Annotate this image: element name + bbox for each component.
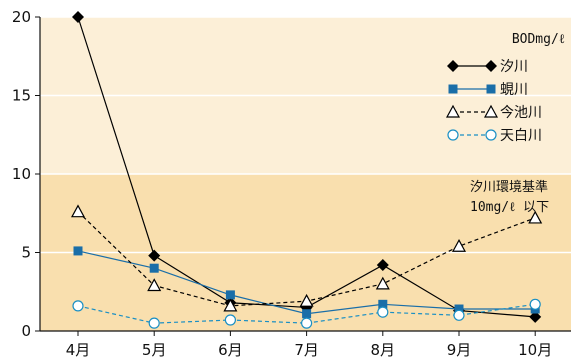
- data-point: [451, 238, 467, 252]
- legend-item: 汐川: [447, 59, 528, 75]
- x-tick-label: 4月: [66, 341, 91, 358]
- legend-marker: [448, 84, 458, 94]
- series-3: [72, 298, 541, 329]
- x-tick-label: 9月: [447, 341, 472, 358]
- data-point: [529, 310, 542, 323]
- legend-marker: [447, 129, 459, 141]
- legend-marker: [447, 60, 459, 72]
- legend-marker: [486, 84, 496, 94]
- legend-marker: [485, 60, 497, 72]
- data-point: [454, 304, 464, 314]
- unit-label: BODmg/ℓ: [512, 32, 565, 47]
- standard-annotation-line1: 汐川環境基準: [470, 179, 548, 195]
- data-point: [375, 276, 390, 290]
- data-point: [528, 210, 543, 224]
- data-point: [377, 306, 389, 318]
- y-tick-label: 5: [21, 244, 31, 262]
- legend-item: 蜆川: [448, 82, 528, 98]
- data-point: [224, 314, 236, 326]
- y-tick-label: 15: [12, 87, 31, 105]
- data-point: [299, 293, 314, 307]
- x-tick-label: 6月: [218, 341, 243, 358]
- x-tick-label: 5月: [142, 341, 167, 358]
- data-point: [70, 204, 86, 218]
- data-point: [147, 278, 162, 292]
- x-axis-ticks: 4月 5月 6月 7月 8月 9月 10月: [66, 331, 552, 358]
- data-point: [148, 249, 161, 262]
- standard-annotation-line2: 10mg/ℓ 以下: [470, 200, 549, 215]
- data-point: [149, 263, 159, 273]
- data-point: [453, 309, 465, 321]
- data-point: [72, 300, 84, 312]
- y-tick-label: 0: [21, 322, 31, 340]
- data-point: [73, 246, 83, 256]
- legend-item: 今池川: [445, 104, 542, 121]
- data-point: [148, 317, 160, 329]
- x-tick-label: 10月: [518, 341, 552, 358]
- data-point: [72, 11, 84, 23]
- y-tick-label: 10: [12, 165, 31, 183]
- data-point: [529, 298, 541, 310]
- data-point: [225, 290, 235, 300]
- x-tick-label: 7月: [294, 341, 319, 358]
- data-point: [378, 299, 388, 309]
- series-2: [70, 204, 543, 312]
- data-point: [302, 309, 312, 319]
- legend-item: 天白川: [447, 128, 542, 144]
- legend-label: 汐川: [500, 59, 528, 75]
- legend-label: 天白川: [500, 128, 542, 144]
- y-tick-label: 20: [12, 8, 31, 26]
- legend-marker: [485, 129, 497, 141]
- legend-marker: [483, 104, 499, 118]
- series-group: [70, 11, 543, 329]
- data-point: [376, 259, 389, 272]
- data-point: [301, 317, 313, 329]
- legend-label: 蜆川: [500, 82, 528, 98]
- legend-label: 今池川: [500, 105, 542, 121]
- data-point: [223, 298, 238, 312]
- legend-marker: [445, 104, 461, 118]
- x-tick-label: 8月: [371, 341, 396, 358]
